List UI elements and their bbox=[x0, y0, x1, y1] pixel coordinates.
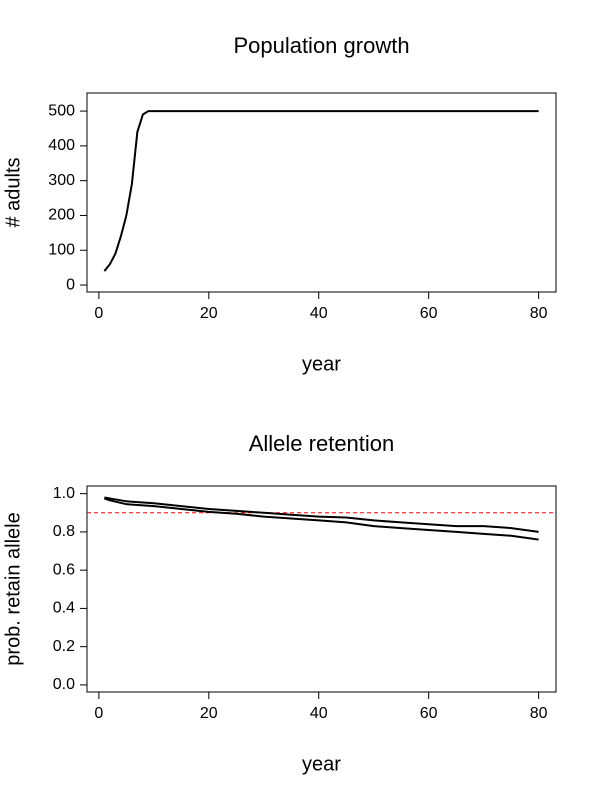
chart-title: Allele retention bbox=[249, 431, 395, 456]
x-tick-label: 0 bbox=[94, 705, 103, 722]
y-tick-label: 0.8 bbox=[53, 523, 75, 540]
x-tick-label: 80 bbox=[530, 705, 548, 722]
y-tick-label: 500 bbox=[48, 102, 75, 119]
x-tick-label: 60 bbox=[420, 705, 438, 722]
data-line bbox=[103, 110, 539, 272]
y-axis-label: # adults bbox=[2, 157, 24, 227]
y-tick-label: 400 bbox=[48, 137, 75, 154]
data-line bbox=[104, 497, 539, 541]
y-tick-label: 0.6 bbox=[53, 561, 75, 578]
y-tick-label: 100 bbox=[48, 241, 75, 258]
y-tick-label: 1.0 bbox=[53, 485, 75, 502]
y-tick-label: 0.2 bbox=[53, 638, 75, 655]
plot-box bbox=[86, 92, 557, 293]
x-tick-label: 80 bbox=[530, 305, 548, 322]
y-tick-label: 0.0 bbox=[53, 676, 75, 693]
x-tick-label: 0 bbox=[94, 305, 103, 322]
y-tick-label: 0 bbox=[66, 276, 75, 293]
x-tick-label: 40 bbox=[310, 305, 328, 322]
x-axis-label: year bbox=[302, 353, 341, 375]
data-line bbox=[104, 496, 539, 533]
x-tick-label: 20 bbox=[200, 305, 218, 322]
x-tick-label: 20 bbox=[200, 705, 218, 722]
x-tick-label: 60 bbox=[420, 305, 438, 322]
x-axis-label: year bbox=[302, 753, 341, 775]
y-tick-label: 200 bbox=[48, 207, 75, 224]
y-axis-label: prob. retain allele bbox=[2, 512, 24, 665]
plot-box bbox=[86, 485, 557, 693]
chart-title: Population growth bbox=[233, 33, 409, 58]
y-tick-label: 300 bbox=[48, 172, 75, 189]
y-tick-label: 0.4 bbox=[53, 600, 75, 617]
x-tick-label: 40 bbox=[310, 705, 328, 722]
